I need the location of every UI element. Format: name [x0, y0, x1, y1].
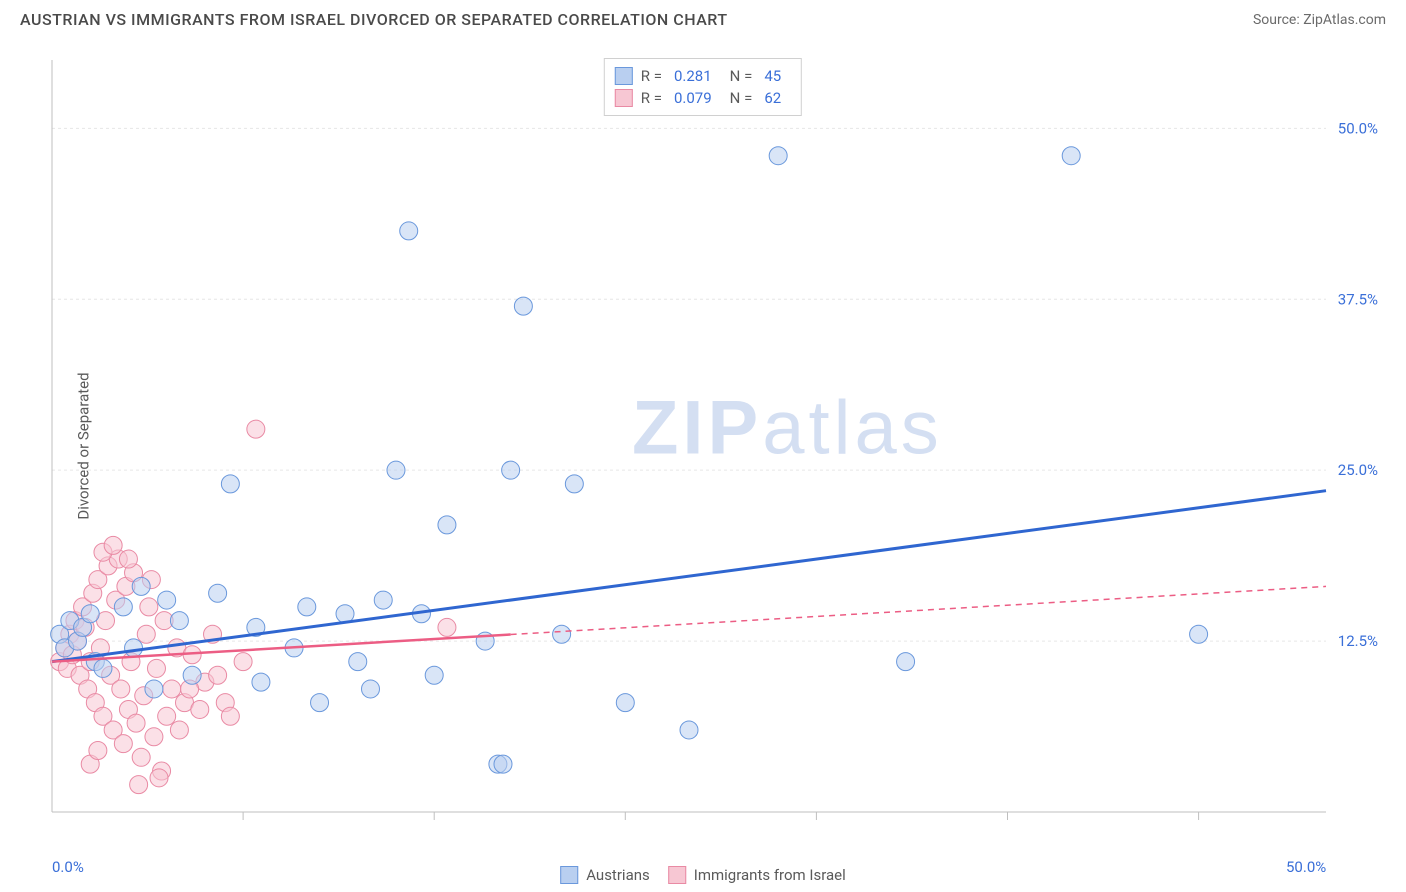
data-point — [127, 714, 145, 732]
data-point — [221, 475, 239, 493]
data-point — [769, 147, 787, 165]
data-point — [298, 598, 316, 616]
data-point — [565, 475, 583, 493]
data-point — [132, 748, 150, 766]
data-point — [170, 612, 188, 630]
data-point — [514, 297, 532, 315]
scatter-plot: 12.5% 25.0% 37.5% 50.0% — [50, 50, 1386, 842]
n-value: 45 — [764, 67, 781, 85]
y-tick-label: 50.0% — [1338, 119, 1378, 137]
data-point — [438, 618, 456, 636]
y-tick-label: 12.5% — [1338, 632, 1378, 650]
legend-series-label: Immigrants from Israel — [694, 866, 846, 884]
data-point — [438, 516, 456, 534]
data-point — [247, 420, 265, 438]
data-point — [616, 694, 634, 712]
data-point — [234, 653, 252, 671]
data-point — [89, 741, 107, 759]
data-point — [145, 728, 163, 746]
data-point — [209, 584, 227, 602]
data-point — [114, 598, 132, 616]
n-label: N = — [730, 67, 753, 85]
data-point — [209, 666, 227, 684]
data-point — [158, 707, 176, 725]
data-point — [400, 222, 418, 240]
data-point — [137, 625, 155, 643]
data-point — [680, 721, 698, 739]
legend-correlation-row: R = 0.079 N = 62 — [615, 87, 791, 109]
data-point — [252, 673, 270, 691]
legend-series-item: Austrians — [560, 866, 650, 884]
data-point — [163, 680, 181, 698]
data-point — [140, 598, 158, 616]
r-label: R = — [641, 89, 662, 107]
data-point — [494, 755, 512, 773]
x-max-label: 50.0% — [1286, 858, 1326, 876]
data-point — [502, 461, 520, 479]
data-point — [132, 577, 150, 595]
legend-series-label: Austrians — [586, 866, 650, 884]
chart-title: AUSTRIAN VS IMMIGRANTS FROM ISRAEL DIVOR… — [20, 10, 728, 29]
n-label: N = — [730, 89, 753, 107]
legend-correlation: R = 0.281 N = 45 R = 0.079 N = 62 — [604, 58, 802, 116]
legend-swatch — [615, 67, 633, 85]
data-point — [158, 591, 176, 609]
data-point — [112, 680, 130, 698]
data-point — [150, 769, 168, 787]
legend-swatch — [560, 866, 578, 884]
data-point — [897, 653, 915, 671]
data-point — [114, 735, 132, 753]
data-point — [425, 666, 443, 684]
n-value: 62 — [764, 89, 781, 107]
data-point — [221, 707, 239, 725]
data-point — [349, 653, 367, 671]
chart-source: Source: ZipAtlas.com — [1253, 12, 1386, 28]
data-point — [170, 721, 188, 739]
data-point — [1190, 625, 1208, 643]
data-point — [311, 694, 329, 712]
legend-correlation-row: R = 0.281 N = 45 — [615, 65, 791, 87]
r-label: R = — [641, 67, 662, 85]
data-point — [130, 776, 148, 794]
data-point — [94, 659, 112, 677]
legend-swatch — [668, 866, 686, 884]
data-point — [1062, 147, 1080, 165]
data-point — [553, 625, 571, 643]
data-point — [374, 591, 392, 609]
y-tick-label: 37.5% — [1338, 290, 1378, 308]
r-value: 0.079 — [674, 89, 712, 107]
legend-series: Austrians Immigrants from Israel — [560, 866, 846, 884]
data-point — [191, 700, 209, 718]
data-point — [104, 536, 122, 554]
data-point — [362, 680, 380, 698]
data-point — [387, 461, 405, 479]
data-point — [81, 605, 99, 623]
legend-swatch — [615, 89, 633, 107]
legend-series-item: Immigrants from Israel — [668, 866, 846, 884]
data-point — [183, 666, 201, 684]
data-point — [147, 659, 165, 677]
data-point — [145, 680, 163, 698]
x-origin-label: 0.0% — [52, 858, 84, 876]
data-point — [125, 639, 143, 657]
y-tick-label: 25.0% — [1338, 461, 1378, 479]
data-point — [119, 550, 137, 568]
r-value: 0.281 — [674, 67, 712, 85]
